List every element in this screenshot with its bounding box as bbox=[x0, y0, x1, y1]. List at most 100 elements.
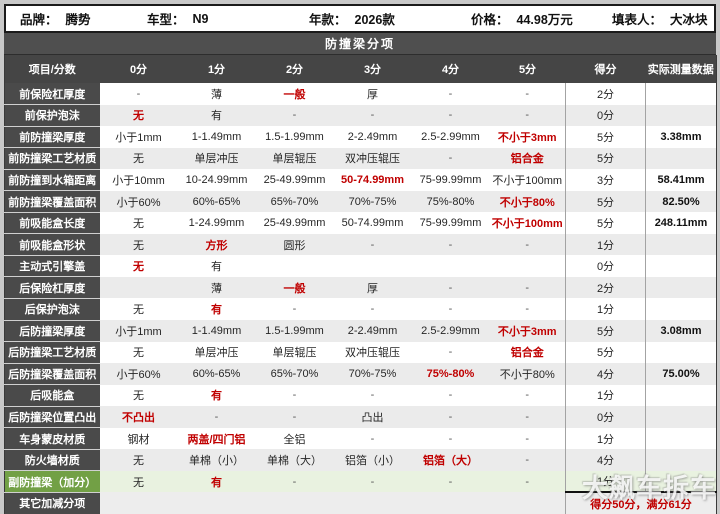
option-cell: 有 bbox=[177, 470, 256, 493]
option-value: 1-24.99mm bbox=[188, 217, 245, 230]
summary-spacer bbox=[99, 492, 566, 514]
option-value: - bbox=[525, 454, 530, 467]
measured-cell bbox=[645, 298, 717, 321]
selected-option-value: 铝合金 bbox=[510, 347, 544, 360]
option-cell: 70%-75% bbox=[333, 190, 412, 213]
option-cell: - bbox=[255, 104, 334, 127]
option-cell: 小于60% bbox=[99, 190, 178, 213]
option-value: 厚 bbox=[367, 88, 378, 101]
option-cell: 25-49.99mm bbox=[255, 169, 334, 191]
option-cell bbox=[99, 276, 178, 299]
score-cell: 5分 bbox=[565, 190, 646, 213]
selected-option-value: 不小于80% bbox=[499, 196, 555, 209]
option-value: - bbox=[292, 109, 297, 122]
option-cell: 1-24.99mm bbox=[177, 212, 256, 234]
row-label: 前吸能盒长度 bbox=[4, 212, 100, 235]
option-cell: 凸出 bbox=[333, 406, 412, 428]
option-value: - bbox=[448, 281, 453, 294]
measured-cell bbox=[645, 470, 717, 493]
score-table: 项目/分数 0分 1分 2分 3分 4分 5分 得分 实际测量数据 前保险杠厚度 - 薄一般厚 - -2… bbox=[4, 55, 717, 514]
row-label: 前防撞梁厚度 bbox=[4, 126, 100, 149]
option-value: - bbox=[370, 389, 375, 402]
info-field-value: N9 bbox=[192, 11, 209, 26]
option-cell: - bbox=[411, 276, 490, 299]
option-value: - bbox=[448, 346, 453, 359]
info-field-label: 品牌： bbox=[20, 13, 58, 27]
score-cell: 4分 bbox=[565, 363, 646, 385]
summary-total: 得分50分，满分61分 bbox=[565, 491, 717, 514]
table-row: 前保护泡沫 无 有 - - - - 0分 bbox=[4, 104, 717, 127]
option-cell: 一般 bbox=[255, 276, 334, 299]
table-row: 前吸能盒长度 无 1-24.99mm 25-49.99mm 50-74.99mm 75-9… bbox=[4, 212, 717, 235]
option-value: 1-1.49mm bbox=[191, 324, 242, 337]
score-cell: 5分 bbox=[565, 126, 646, 148]
option-value: 圆形 bbox=[283, 239, 306, 252]
option-cell: 2.5-2.99mm bbox=[411, 320, 490, 342]
option-value: 1.5-1.99mm bbox=[265, 324, 324, 337]
selected-option-value: 两盖/四门铝 bbox=[187, 433, 246, 446]
option-cell: 有 bbox=[177, 298, 256, 321]
header-row: 项目/分数 0分 1分 2分 3分 4分 5分 得分 实际测量数据 bbox=[4, 55, 717, 83]
option-cell: 无 bbox=[99, 255, 178, 277]
option-cell: 不小于3mm bbox=[489, 320, 566, 342]
option-value: - bbox=[292, 389, 297, 402]
option-cell: 厚 bbox=[333, 83, 412, 105]
option-cell: - bbox=[333, 470, 412, 493]
option-cell: - bbox=[411, 470, 490, 493]
selected-option-value: 一般 bbox=[283, 282, 306, 295]
option-value: 无 bbox=[133, 153, 144, 166]
option-cell: 一般 bbox=[255, 83, 334, 105]
option-value: 1-1.49mm bbox=[191, 130, 242, 143]
row-label: 车身蒙皮材质 bbox=[4, 427, 100, 450]
row-label: 后吸能盒 bbox=[4, 384, 100, 407]
option-value: 全铝 bbox=[283, 433, 306, 446]
option-cell: - bbox=[489, 384, 566, 407]
option-cell: 70%-75% bbox=[333, 363, 412, 385]
option-cell: - bbox=[333, 104, 412, 127]
summary-label: 其它加减分项 bbox=[4, 492, 100, 514]
option-cell: 无 bbox=[99, 233, 178, 256]
table-row: 主动式引擎盖 无 有 0分 bbox=[4, 255, 717, 278]
option-value: - bbox=[525, 389, 530, 402]
option-cell: 单棉（大） bbox=[255, 449, 334, 471]
option-value: 75%-80% bbox=[426, 195, 475, 208]
score-cell: 3分 bbox=[565, 169, 646, 191]
row-label: 后防撞梁覆盖面积 bbox=[4, 363, 100, 386]
selected-option-value: 一般 bbox=[283, 88, 306, 101]
row-label: 前吸能盒形状 bbox=[4, 233, 100, 256]
option-cell: 1-1.49mm bbox=[177, 126, 256, 148]
option-cell: 小于1mm bbox=[99, 320, 178, 342]
selected-option-value: 有 bbox=[211, 390, 222, 403]
option-cell: 1.5-1.99mm bbox=[255, 126, 334, 148]
measured-cell: 82.50% bbox=[645, 190, 717, 213]
option-cell bbox=[333, 255, 412, 277]
score-cell: 0分 bbox=[565, 104, 646, 127]
option-value: - bbox=[292, 410, 297, 423]
option-value: 60%-65% bbox=[192, 195, 241, 208]
measured-cell: 75.00% bbox=[645, 363, 717, 385]
table-row: 前保险杠厚度 - 薄 一般 厚 - - 2分 bbox=[4, 83, 717, 106]
row-label: 前保护泡沫 bbox=[4, 104, 100, 127]
option-cell: - bbox=[255, 384, 334, 407]
option-cell: - bbox=[411, 104, 490, 127]
table-row: 后保护泡沫 无 有 - - - - 1分 bbox=[4, 298, 717, 321]
option-value: 双冲压辊压 bbox=[345, 347, 400, 360]
option-value: 60%-65% bbox=[192, 367, 241, 380]
option-cell: - bbox=[489, 406, 566, 428]
measured-cell bbox=[645, 384, 717, 407]
option-cell: 有 bbox=[177, 104, 256, 127]
selected-option-value: 不凸出 bbox=[122, 411, 155, 424]
option-value: - bbox=[525, 238, 530, 251]
selected-option-value: 75%-80% bbox=[426, 367, 475, 380]
measured-cell bbox=[645, 83, 717, 105]
option-value: 有 bbox=[211, 110, 222, 123]
option-cell: - bbox=[333, 384, 412, 407]
option-value: - bbox=[525, 109, 530, 122]
score-cell: 2分 bbox=[565, 276, 646, 299]
measured-cell: 3.08mm bbox=[645, 320, 717, 342]
option-cell: 无 bbox=[99, 147, 178, 170]
score-cell: 1分 bbox=[565, 470, 646, 493]
option-value: - bbox=[448, 152, 453, 165]
option-cell: 60%-65% bbox=[177, 190, 256, 213]
